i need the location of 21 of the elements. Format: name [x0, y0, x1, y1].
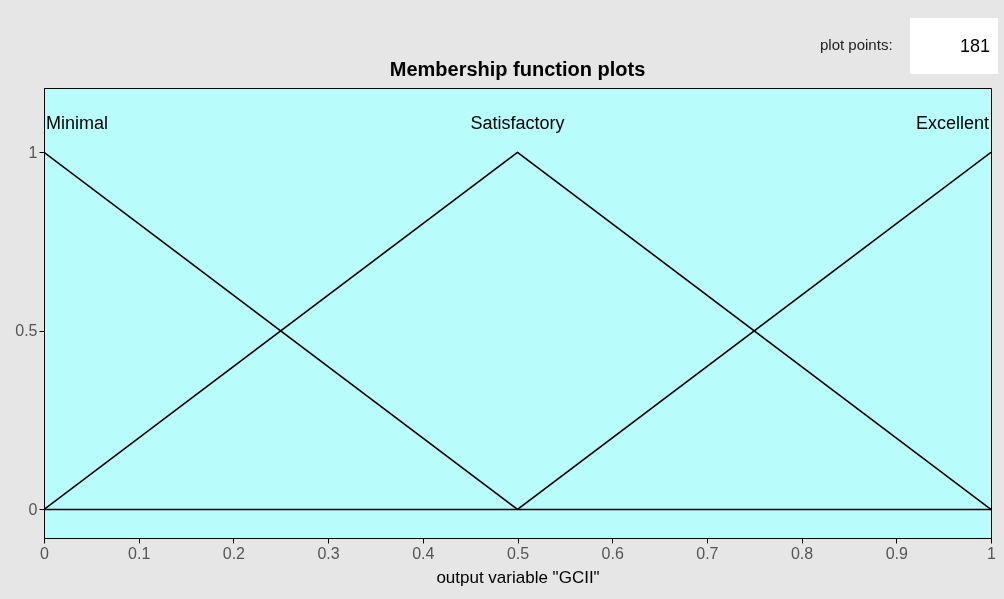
x-tick-label: 0.5	[506, 544, 530, 562]
text: plot points:	[820, 36, 893, 53]
chart-title: Membership function plots	[389, 58, 646, 80]
series-label: Excellent	[915, 113, 989, 133]
x-tick-label: 0.6	[601, 544, 624, 562]
x-tick-label: 0.8	[790, 544, 814, 562]
x-tick-label: 0.7	[696, 544, 719, 562]
x-tick-label: 0.3	[317, 544, 340, 562]
x-tick-label: 0	[40, 544, 50, 562]
x-axis-title: output variable "GCII"	[436, 567, 600, 587]
y-tick-label: 0.5	[15, 322, 38, 340]
series-label: Minimal	[46, 113, 109, 133]
series-label: Satisfactory	[470, 113, 565, 133]
y-tick-label: 1	[28, 143, 38, 161]
x-tick-label: 0.2	[222, 544, 246, 562]
x-tick-label: 0.4	[412, 544, 435, 562]
x-tick-label: 0.1	[128, 544, 151, 562]
x-tick-label: 0.9	[885, 544, 909, 562]
y-tick-label: 0	[28, 500, 38, 518]
x-tick-label: 1	[987, 544, 997, 562]
plot-points-field: 181	[910, 18, 998, 74]
